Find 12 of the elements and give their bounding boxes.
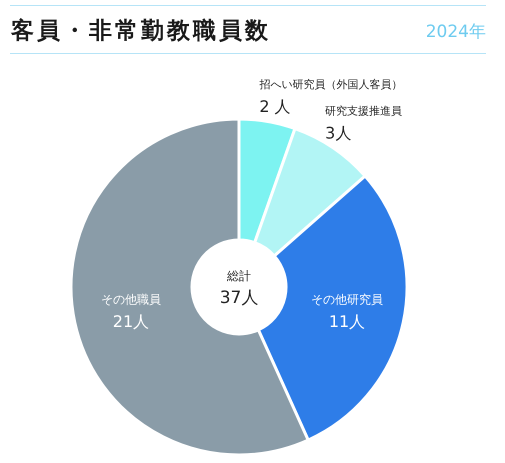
chart-title: 客員・非常勤教職員数 <box>11 17 271 46</box>
data-label: 21人 <box>112 312 150 331</box>
data-label: 2 人 <box>259 96 291 116</box>
text: 37人 <box>220 288 258 308</box>
slice-label: その他研究員 <box>311 292 384 306</box>
data-label: 11人 <box>328 312 366 331</box>
text: 2024年 <box>426 21 486 43</box>
slice-label: 研究支援推進員 <box>325 104 402 118</box>
text: 総計 <box>226 269 251 283</box>
slice-label: 招へい研究員（外国人客員） <box>258 78 402 91</box>
slice-label: その他職員 <box>100 292 161 306</box>
data-label: 3人 <box>325 123 352 142</box>
